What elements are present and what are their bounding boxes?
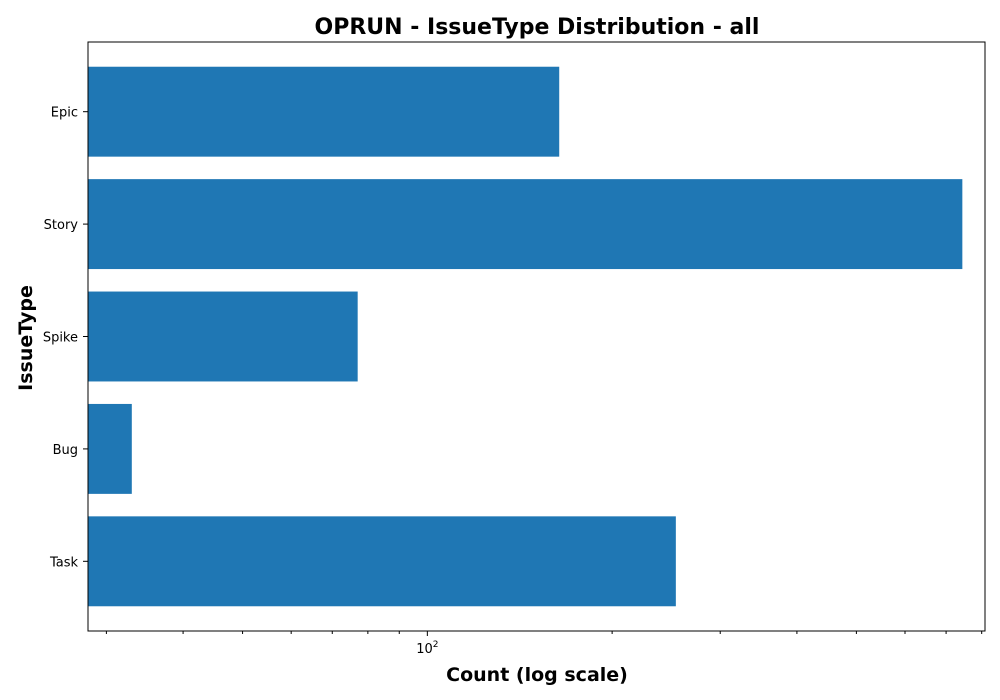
x-tick-label-exponent: 2: [433, 640, 439, 650]
y-tick-label-epic: Epic: [51, 106, 78, 121]
x-tick-label-base: 10: [416, 642, 433, 657]
bar-spike: [88, 291, 358, 382]
bar-bug: [88, 403, 132, 494]
bar-epic: [88, 66, 560, 157]
y-tick-label-story: Story: [44, 218, 79, 233]
x-tick-label: 102: [416, 640, 438, 657]
chart-title: OPRUN - IssueType Distribution - all: [315, 15, 760, 40]
y-tick-label-spike: Spike: [43, 331, 78, 346]
bar-story: [88, 179, 963, 270]
y-axis-title: IssueType: [15, 285, 37, 391]
y-tick-label-task: Task: [49, 555, 79, 570]
x-axis: 102: [105, 631, 983, 657]
bar-task: [88, 516, 676, 607]
y-axis: Epic Story Spike Bug Task: [43, 106, 88, 570]
x-axis-title: Count (log scale): [446, 664, 628, 686]
y-tick-label-bug: Bug: [53, 443, 78, 458]
plot-area: [88, 66, 963, 607]
